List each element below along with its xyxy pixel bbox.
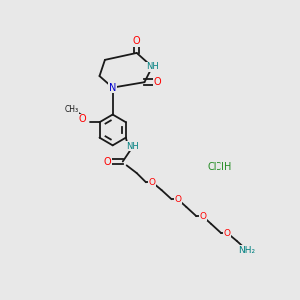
Text: O: O: [133, 36, 140, 46]
Text: NH: NH: [126, 142, 138, 151]
Text: O: O: [199, 212, 206, 221]
Text: O: O: [224, 229, 231, 238]
Text: O: O: [79, 114, 86, 124]
Text: O: O: [174, 195, 181, 204]
Text: NH: NH: [146, 62, 159, 71]
Text: HCl: HCl: [207, 162, 224, 172]
Text: Cl: Cl: [207, 162, 217, 172]
Text: H: H: [224, 162, 231, 172]
Text: O: O: [154, 77, 161, 87]
Text: NH₂: NH₂: [238, 246, 255, 255]
Text: N: N: [109, 82, 116, 93]
Text: O: O: [149, 178, 156, 187]
Text: CH₃: CH₃: [64, 105, 79, 114]
Text: O: O: [103, 157, 111, 166]
